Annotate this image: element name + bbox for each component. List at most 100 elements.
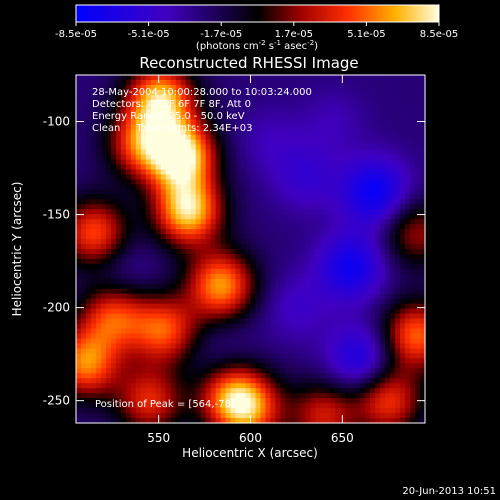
heatmap-cell	[325, 383, 331, 389]
heatmap-cell	[105, 194, 112, 200]
heatmap-cell	[80, 189, 87, 195]
heatmap-cell	[240, 154, 247, 161]
heatmap-cell	[100, 89, 107, 96]
heatmap-cell	[180, 263, 187, 270]
heatmap-cell	[140, 199, 147, 205]
heatmap-cell	[380, 169, 386, 176]
heatmap-cell	[155, 214, 162, 220]
heatmap-cell	[240, 234, 247, 240]
heatmap-cell	[145, 263, 152, 270]
heatmap-cell	[235, 393, 242, 399]
heatmap-cell	[90, 219, 97, 225]
heatmap-cell	[395, 268, 401, 275]
heatmap-cell	[395, 363, 401, 369]
heatmap-cell	[275, 268, 282, 275]
heatmap-cell	[120, 89, 127, 96]
heatmap-cell	[395, 159, 401, 166]
heatmap-cell	[310, 99, 316, 106]
heatmap-cell	[220, 373, 227, 379]
heatmap-cell	[240, 84, 247, 91]
heatmap-cell	[415, 149, 421, 156]
heatmap-cell	[270, 343, 277, 350]
heatmap-cell	[355, 288, 361, 295]
heatmap-cell	[395, 244, 401, 250]
heatmap-cell	[250, 194, 257, 200]
heatmap-cell	[295, 393, 301, 399]
heatmap-cell	[235, 263, 242, 270]
heatmap-cell	[220, 169, 227, 176]
heatmap-cell	[300, 239, 306, 245]
heatmap-cell	[360, 293, 366, 300]
heatmap-cell	[280, 214, 286, 220]
heatmap-cell	[95, 154, 102, 161]
heatmap-cell	[215, 154, 222, 161]
heatmap-cell	[205, 338, 212, 345]
heatmap-cell	[350, 164, 356, 171]
heatmap-cell	[295, 204, 301, 210]
heatmap-cell	[365, 318, 371, 325]
heatmap-cell	[380, 338, 386, 345]
heatmap-cell	[330, 408, 336, 414]
heatmap-cell	[305, 393, 311, 399]
heatmap-cell	[345, 119, 351, 126]
heatmap-cell	[220, 368, 227, 374]
heatmap-cell	[160, 189, 167, 195]
heatmap-cell	[165, 253, 172, 260]
heatmap-cell	[175, 114, 182, 121]
heatmap-cell	[345, 313, 351, 320]
heatmap-cell	[85, 179, 92, 185]
heatmap-cell	[230, 144, 237, 151]
heatmap-cell	[195, 278, 202, 285]
heatmap-cell	[120, 288, 127, 295]
heatmap-cell	[200, 338, 207, 345]
heatmap-cell	[235, 159, 242, 166]
heatmap-cell	[100, 308, 107, 315]
heatmap-cell	[150, 288, 157, 295]
heatmap-cell	[90, 194, 97, 200]
heatmap-cell	[210, 398, 217, 404]
heatmap-cell	[355, 199, 361, 205]
heatmap-cell	[405, 308, 411, 315]
heatmap-cell	[90, 89, 97, 96]
heatmap-cell	[125, 363, 132, 369]
heatmap-cell	[200, 149, 207, 156]
heatmap-cell	[135, 129, 142, 136]
heatmap-cell	[370, 398, 376, 404]
heatmap-cell	[415, 249, 421, 255]
heatmap-cell	[76, 338, 82, 345]
heatmap-cell	[350, 114, 356, 121]
heatmap-cell	[115, 169, 122, 176]
heatmap-cell	[185, 268, 192, 275]
heatmap-cell	[135, 234, 142, 240]
heatmap-cell	[215, 114, 222, 121]
heatmap-cell	[295, 249, 301, 255]
heatmap-cell	[95, 328, 102, 335]
heatmap-cell	[420, 134, 426, 141]
heatmap-cell	[310, 79, 316, 86]
heatmap-cell	[390, 323, 396, 330]
heatmap-cell	[300, 109, 306, 116]
heatmap-cell	[155, 159, 162, 166]
heatmap-cell	[135, 263, 142, 270]
heatmap-cell	[110, 268, 117, 275]
heatmap-cell	[240, 328, 247, 335]
heatmap-cell	[200, 258, 207, 265]
heatmap-cell	[175, 378, 182, 384]
heatmap-cell	[340, 75, 346, 81]
heatmap-cell	[100, 398, 107, 404]
heatmap-cell	[95, 79, 102, 86]
heatmap-cell	[80, 249, 87, 255]
heatmap-cell	[315, 194, 321, 200]
heatmap-cell	[300, 393, 306, 399]
heatmap-cell	[175, 179, 182, 185]
heatmap-cell	[240, 164, 247, 171]
heatmap-cell	[110, 388, 117, 394]
heatmap-cell	[300, 403, 306, 409]
heatmap-cell	[315, 363, 321, 369]
heatmap-cell	[345, 174, 351, 180]
heatmap-cell	[300, 308, 306, 315]
heatmap-cell	[385, 109, 391, 116]
heatmap-cell	[400, 154, 406, 161]
heatmap-cell	[115, 383, 122, 389]
heatmap-cell	[330, 378, 336, 384]
